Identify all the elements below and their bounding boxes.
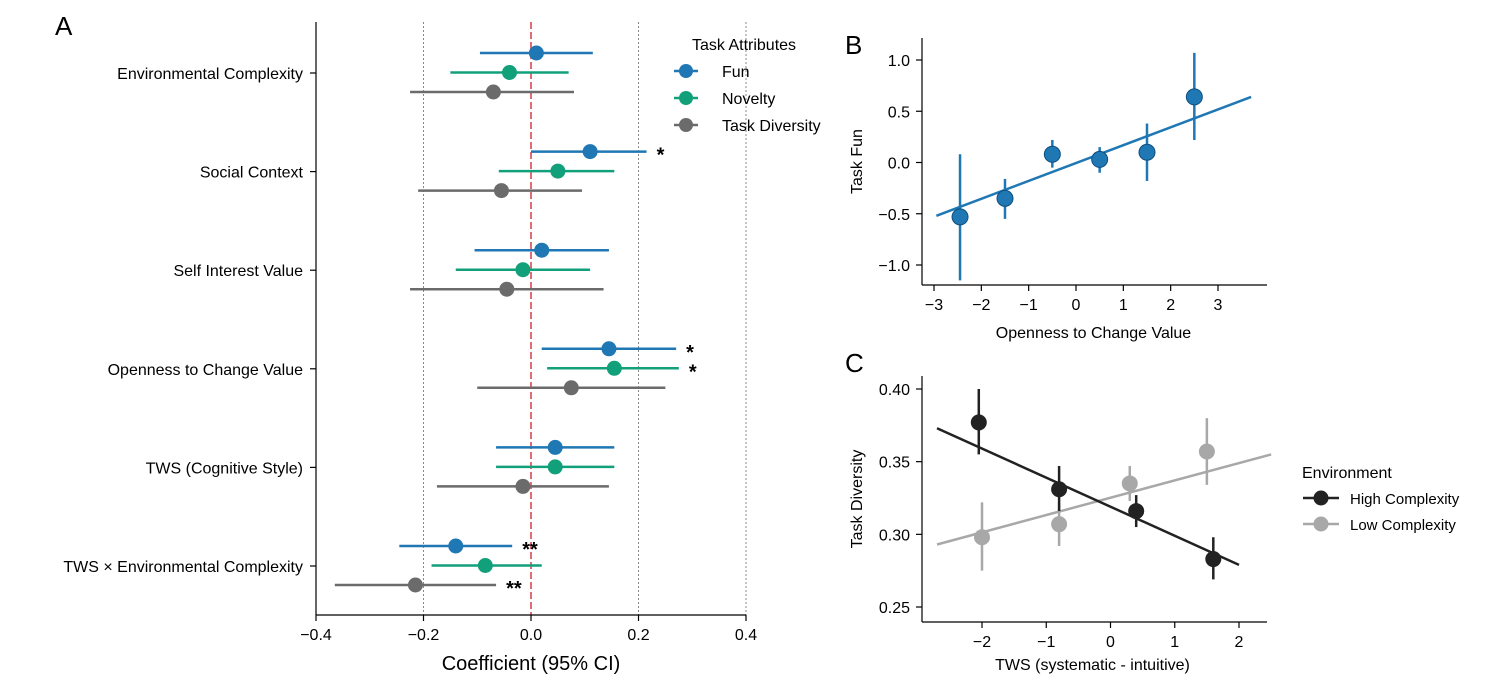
category-label: TWS × Environmental Complexity: [63, 559, 303, 576]
point: [1121, 475, 1138, 492]
x-tick-label: −2: [972, 297, 990, 314]
x-tick-label: −3: [925, 297, 943, 314]
legend-swatch-point: [679, 118, 693, 132]
point: [407, 577, 423, 593]
panel-label-b: B: [845, 30, 862, 60]
x-tick-label: −1: [1037, 634, 1055, 651]
point: [547, 439, 563, 455]
x-tick-label: 2: [1166, 297, 1175, 314]
point: [1043, 145, 1061, 163]
category-label: Environmental Complexity: [117, 66, 303, 83]
legend-title: Task Attributes: [692, 37, 796, 54]
y-tick-label: 0.40: [879, 382, 910, 399]
point: [951, 208, 969, 226]
legend-label: Novelty: [722, 91, 775, 108]
category-label: TWS (Cognitive Style): [146, 460, 303, 477]
legend-swatch-point: [1313, 490, 1329, 506]
significance-marker: *: [689, 361, 697, 383]
legend-swatch-point: [679, 64, 693, 78]
significance-marker: **: [506, 578, 522, 600]
point: [499, 281, 515, 297]
point: [448, 538, 464, 554]
x-tick-label: 0: [1106, 634, 1115, 651]
point: [502, 65, 517, 80]
point: [1198, 443, 1215, 460]
point: [1051, 516, 1068, 533]
y-tick-label: 0.35: [879, 455, 910, 472]
panel-label-a: A: [55, 11, 73, 41]
legend-swatch-point: [1313, 516, 1329, 532]
point: [974, 529, 990, 546]
point: [515, 478, 531, 494]
point: [1091, 150, 1109, 168]
x-tick-label: 1: [1119, 297, 1128, 314]
x-tick-label: 0: [1072, 297, 1081, 314]
point: [582, 144, 598, 160]
category-label: Self Interest Value: [173, 263, 303, 280]
point: [1205, 551, 1222, 568]
y-tick-label: −0.5: [878, 207, 910, 224]
category-label: Openness to Change Value: [108, 362, 304, 379]
point: [550, 163, 566, 179]
point: [1051, 481, 1068, 498]
x-tick-label: 3: [1214, 297, 1223, 314]
point: [477, 558, 493, 573]
x-axis-label: Openness to Change Value: [996, 325, 1192, 342]
point: [563, 380, 579, 396]
y-axis-label: Task Diversity: [849, 450, 866, 549]
x-axis-label: Coefficient (95% CI): [442, 653, 621, 675]
x-axis-label: TWS (systematic - intuitive): [995, 657, 1190, 674]
point: [515, 262, 531, 278]
y-tick-label: 0.0: [888, 156, 910, 173]
x-tick-label: 2: [1235, 634, 1244, 651]
legend-label: High Complexity: [1350, 491, 1460, 508]
legend-title: Environment: [1302, 465, 1392, 482]
y-tick-label: 0.30: [879, 527, 910, 544]
x-tick-label: −0.4: [300, 627, 332, 644]
regression-line: [936, 453, 1272, 546]
point: [996, 189, 1014, 207]
point: [970, 414, 987, 431]
legend-label: Task Diversity: [722, 118, 821, 135]
point: [1185, 88, 1203, 106]
point: [485, 84, 501, 100]
panel-label-c: C: [845, 348, 864, 378]
point: [606, 360, 622, 376]
panel-a-coefficient-plot: −0.4 −0.2 0.0 0.2 0.4 Coefficient (95% CI) Env…: [63, 22, 821, 675]
significance-marker: *: [686, 342, 694, 364]
significance-marker: *: [657, 145, 665, 167]
point: [547, 459, 563, 475]
panel-c-diversity-vs-tws: −2 −1 0 1 2 0.25 0.30 0.35 0.40 TWS (systematic -…: [849, 376, 1460, 674]
y-tick-label: 0.25: [879, 600, 910, 617]
x-tick-label: −2: [973, 634, 991, 651]
x-tick-label: 1: [1170, 634, 1179, 651]
panel-b-fun-vs-openness: −3 −2 −1 0 1 2 3 −1.0 −0.5 0.0 0.5 1.0 Openness to C…: [849, 38, 1267, 342]
point: [1128, 503, 1145, 520]
point: [534, 242, 550, 258]
x-tick-label: 0.4: [735, 627, 757, 644]
x-tick-label: −0.2: [408, 627, 440, 644]
y-tick-label: −1.0: [878, 258, 910, 275]
regression-line: [936, 427, 1240, 566]
category-label: Social Context: [200, 165, 304, 182]
x-tick-label: 0.0: [520, 627, 542, 644]
point: [493, 183, 509, 199]
x-tick-label: −1: [1020, 297, 1038, 314]
significance-marker: **: [522, 539, 538, 561]
x-tick-label: 0.2: [627, 627, 649, 644]
y-axis-label: Task Fun: [849, 129, 866, 194]
y-tick-label: 0.5: [888, 104, 910, 121]
y-tick-label: 1.0: [888, 53, 910, 70]
point: [528, 45, 544, 61]
point: [1138, 143, 1156, 161]
point: [601, 341, 617, 357]
legend-label: Low Complexity: [1350, 517, 1456, 534]
legend-label: Fun: [722, 64, 750, 81]
legend-swatch-point: [679, 91, 693, 105]
